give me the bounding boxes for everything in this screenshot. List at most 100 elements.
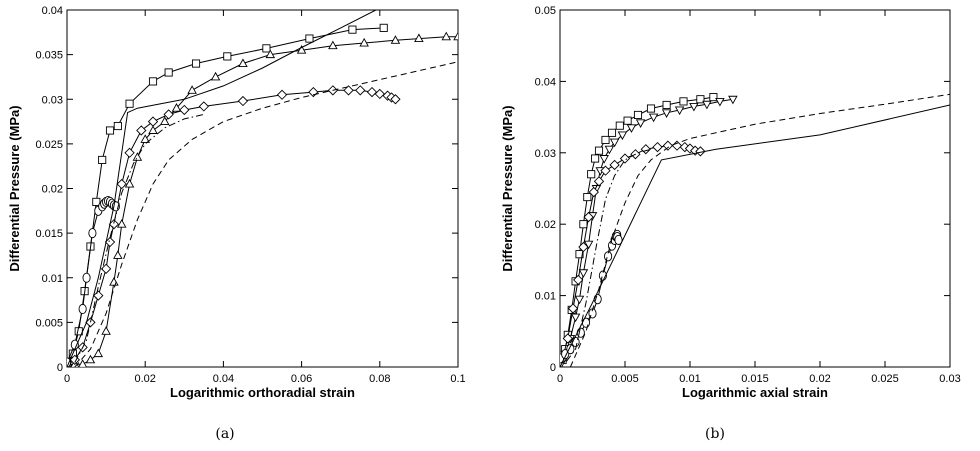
data-point-b-square	[579, 220, 588, 229]
data-point-b-diamond	[588, 186, 599, 198]
y-tick-label-b: 0	[550, 362, 556, 374]
y-tick-label-a: 0.02	[42, 184, 63, 196]
y-tick-label-a: 0.03	[42, 94, 63, 106]
data-point-b-circle	[614, 234, 623, 245]
data-point-b-square	[591, 154, 600, 163]
data-point-a-diamond	[163, 109, 174, 120]
chart-panel-a: 0 0.02 0.04 0.06 0.08 0.1 0 0.005 0.01 0.015 0.02 0…	[7, 5, 466, 442]
data-point-a-triangle-up	[140, 134, 150, 143]
data-point-a-square	[105, 126, 115, 135]
data-point-b-triangle-down	[702, 100, 712, 110]
y-tick-label-a: 0	[57, 362, 63, 374]
x-tick-label-a: 0.08	[369, 373, 390, 385]
x-axis-title-b: Logarithmic axial strain	[682, 385, 828, 400]
data-point-a-triangle-up	[187, 85, 197, 94]
data-point-b-diamond	[583, 211, 594, 223]
series-line-a-dashdot	[74, 113, 205, 363]
data-point-b-triangle-down	[661, 109, 672, 118]
x-tick-label-b: 0	[557, 373, 563, 385]
data-point-a-diamond	[390, 94, 401, 105]
data-point-a-diamond	[100, 263, 112, 274]
data-point-a-triangle-up	[109, 277, 119, 286]
x-tick-label-a: 0	[64, 373, 70, 385]
x-tick-label-b: 0.01	[679, 373, 700, 385]
data-point-b-diamond	[619, 153, 631, 164]
series-group-b	[560, 93, 950, 367]
data-point-a-triangle-up	[93, 348, 104, 358]
data-point-a-triangle-up	[124, 178, 135, 188]
data-point-a-square	[191, 59, 201, 68]
data-point-a-diamond	[366, 86, 378, 98]
data-point-a-triangle-up	[85, 354, 96, 364]
data-point-a-diamond	[136, 125, 147, 136]
data-point-a-diamond	[147, 116, 159, 127]
data-point-a-diamond	[85, 317, 96, 328]
plot-frame-a	[66, 9, 459, 368]
panel-caption-b: (b)	[705, 426, 725, 442]
series-line-a-diamond	[67, 89, 396, 366]
data-point-a-diamond	[343, 85, 354, 96]
x-tick-label-a: 0.1	[450, 373, 465, 385]
data-point-b-triangle-down	[635, 119, 646, 128]
panel-caption-a: (a)	[215, 426, 234, 442]
series-line-a-square	[67, 27, 384, 363]
data-point-a-triangle-up	[78, 359, 87, 367]
y-axis-title-b: Differential Pressure (MPa)	[500, 105, 515, 271]
series-group-a	[67, 10, 458, 367]
x-tick-label-b: 0.03	[939, 373, 960, 385]
y-tick-label-a: 0.035	[35, 50, 63, 62]
data-point-b-triangle-down	[578, 269, 589, 278]
data-point-b-triangle-down	[689, 102, 699, 112]
data-point-a-square	[98, 155, 107, 164]
data-point-b-square	[696, 95, 705, 104]
y-tick-label-b: 0.03	[535, 148, 556, 160]
x-tick-label-a: 0.06	[291, 373, 312, 385]
data-point-a-square	[92, 197, 101, 206]
data-point-b-diamond	[695, 146, 706, 157]
data-point-b-square	[679, 97, 688, 106]
y-tick-label-a: 0.04	[42, 5, 63, 17]
data-point-a-diamond	[124, 147, 135, 158]
data-point-b-diamond	[652, 141, 663, 153]
data-point-a-diamond	[355, 85, 366, 96]
data-point-a-triangle-up	[148, 125, 158, 134]
data-point-a-triangle-up	[414, 33, 424, 43]
data-point-b-triangle-down	[583, 240, 594, 250]
x-tick-label-b: 0.005	[611, 373, 639, 385]
data-point-a-triangle-up	[132, 152, 143, 161]
data-point-b-diamond	[600, 165, 611, 176]
x-tick-label-b: 0.025	[871, 373, 899, 385]
y-tick-label-b: 0.02	[535, 219, 556, 231]
y-tick-label-b: 0.05	[535, 5, 556, 17]
y-axis-title-a: Differential Pressure (MPa)	[7, 105, 22, 271]
data-point-b-diamond	[609, 159, 620, 171]
series-line-a-triangle-up	[67, 36, 458, 365]
data-point-a-triangle-up	[359, 37, 369, 47]
data-point-a-diamond	[179, 104, 190, 116]
data-point-a-diamond	[198, 101, 209, 112]
data-point-b-triangle-down	[599, 155, 609, 164]
data-point-a-circle	[82, 272, 91, 283]
series-line-b-dashdot	[566, 148, 652, 362]
data-point-b-diamond	[593, 176, 605, 187]
x-tick-label-a: 0.04	[213, 373, 234, 385]
data-point-b-diamond	[573, 274, 584, 286]
data-point-a-triangle-up	[159, 116, 170, 126]
data-point-b-diamond	[578, 241, 589, 253]
data-point-a-triangle-up	[171, 103, 182, 112]
data-point-b-triangle-down	[674, 106, 685, 116]
data-point-b-circle	[593, 294, 602, 305]
series-line-a-circle	[67, 200, 117, 363]
data-point-b-triangle-down	[648, 113, 659, 123]
data-point-a-square	[305, 34, 314, 43]
data-point-a-triangle-up	[296, 45, 307, 54]
data-point-b-square	[615, 121, 624, 130]
data-point-b-triangle-down	[604, 145, 615, 155]
data-point-a-square	[223, 52, 232, 61]
data-point-b-diamond	[671, 140, 683, 151]
data-point-a-triangle-up	[113, 250, 123, 259]
plot-frame-b	[559, 9, 951, 368]
data-point-a-diamond	[104, 236, 116, 248]
y-tick-label-b: 0.01	[535, 291, 556, 303]
data-point-a-triangle-up	[238, 58, 248, 68]
